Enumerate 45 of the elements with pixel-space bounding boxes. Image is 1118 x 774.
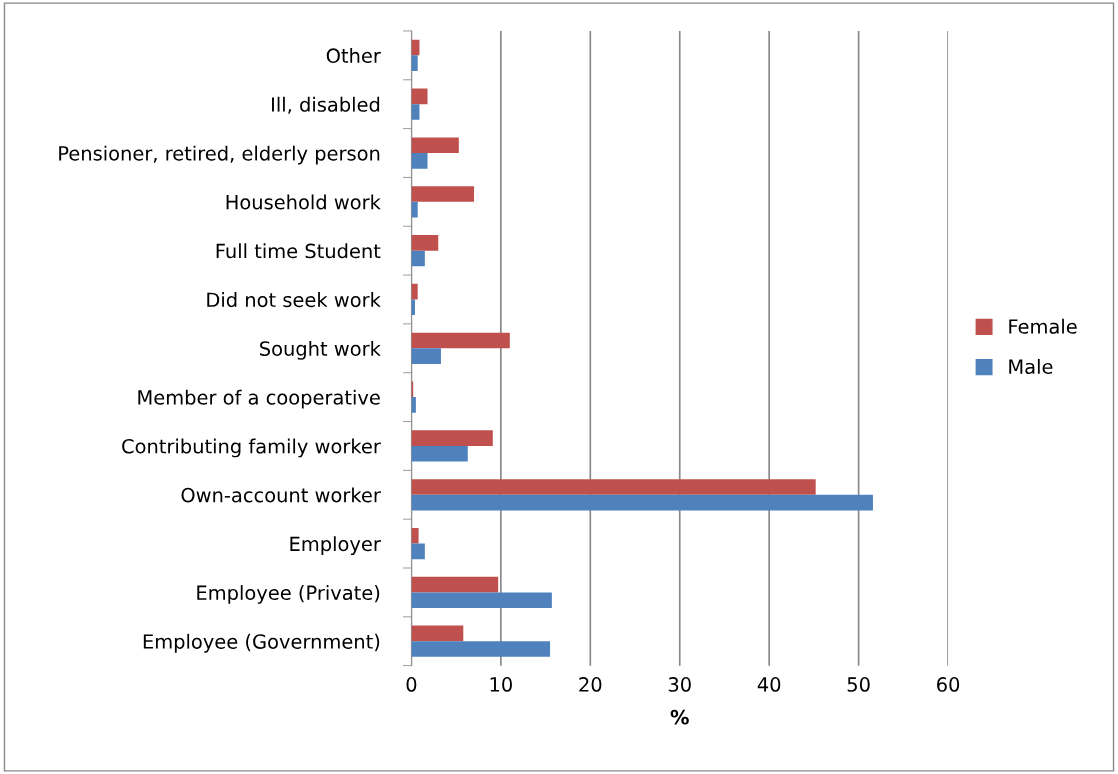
bar (411, 397, 416, 413)
x-tick-label: 50 (847, 677, 870, 692)
bar (411, 543, 425, 560)
y-tick-label: Member of a cooperative (138, 389, 380, 409)
y-tick-label: Pensioner, retired, elderly person (59, 145, 380, 165)
y-tick-label: Employee (Government) (143, 633, 380, 653)
bar (411, 55, 418, 71)
legend-label: Female (1009, 318, 1077, 334)
bar (411, 430, 493, 446)
x-tick-label: 40 (757, 677, 781, 692)
bar (411, 88, 428, 105)
bar (411, 576, 499, 593)
bar (411, 201, 418, 218)
y-tick-label: Did not seek work (207, 292, 381, 308)
bar (411, 235, 439, 251)
x-tick-label: 20 (579, 677, 602, 692)
x-tick-label: 30 (668, 677, 691, 692)
bar (411, 445, 468, 462)
y-tick-label: Ill, disabled (272, 96, 380, 114)
y-tick-label: Employer (290, 536, 381, 556)
x-tick-label: 10 (490, 677, 512, 692)
bar (411, 527, 419, 544)
y-tick-label: Other (326, 47, 381, 64)
bar (411, 348, 441, 364)
bar (411, 186, 475, 202)
y-tick-label: Own-account worker (181, 487, 381, 503)
y-tick-label: Household work (226, 194, 381, 210)
bar (411, 641, 551, 657)
bar (411, 625, 464, 642)
bar (411, 250, 425, 267)
y-tick-label: Full time Student (216, 243, 381, 259)
y-tick-label: Employee (Private) (197, 585, 380, 604)
legend-label: Male (1009, 358, 1053, 375)
bar (411, 137, 459, 154)
bar (411, 479, 816, 495)
bar (411, 283, 418, 300)
x-axis-title: % (670, 709, 689, 725)
bar (411, 332, 510, 349)
x-tick-label: 0 (406, 677, 417, 692)
bar (411, 592, 552, 609)
bar (411, 494, 873, 511)
bar (411, 153, 428, 169)
y-tick-label: Sought work (260, 340, 381, 360)
y-tick-label: Contributing family worker (122, 438, 381, 458)
x-tick-label: 60 (937, 677, 960, 692)
